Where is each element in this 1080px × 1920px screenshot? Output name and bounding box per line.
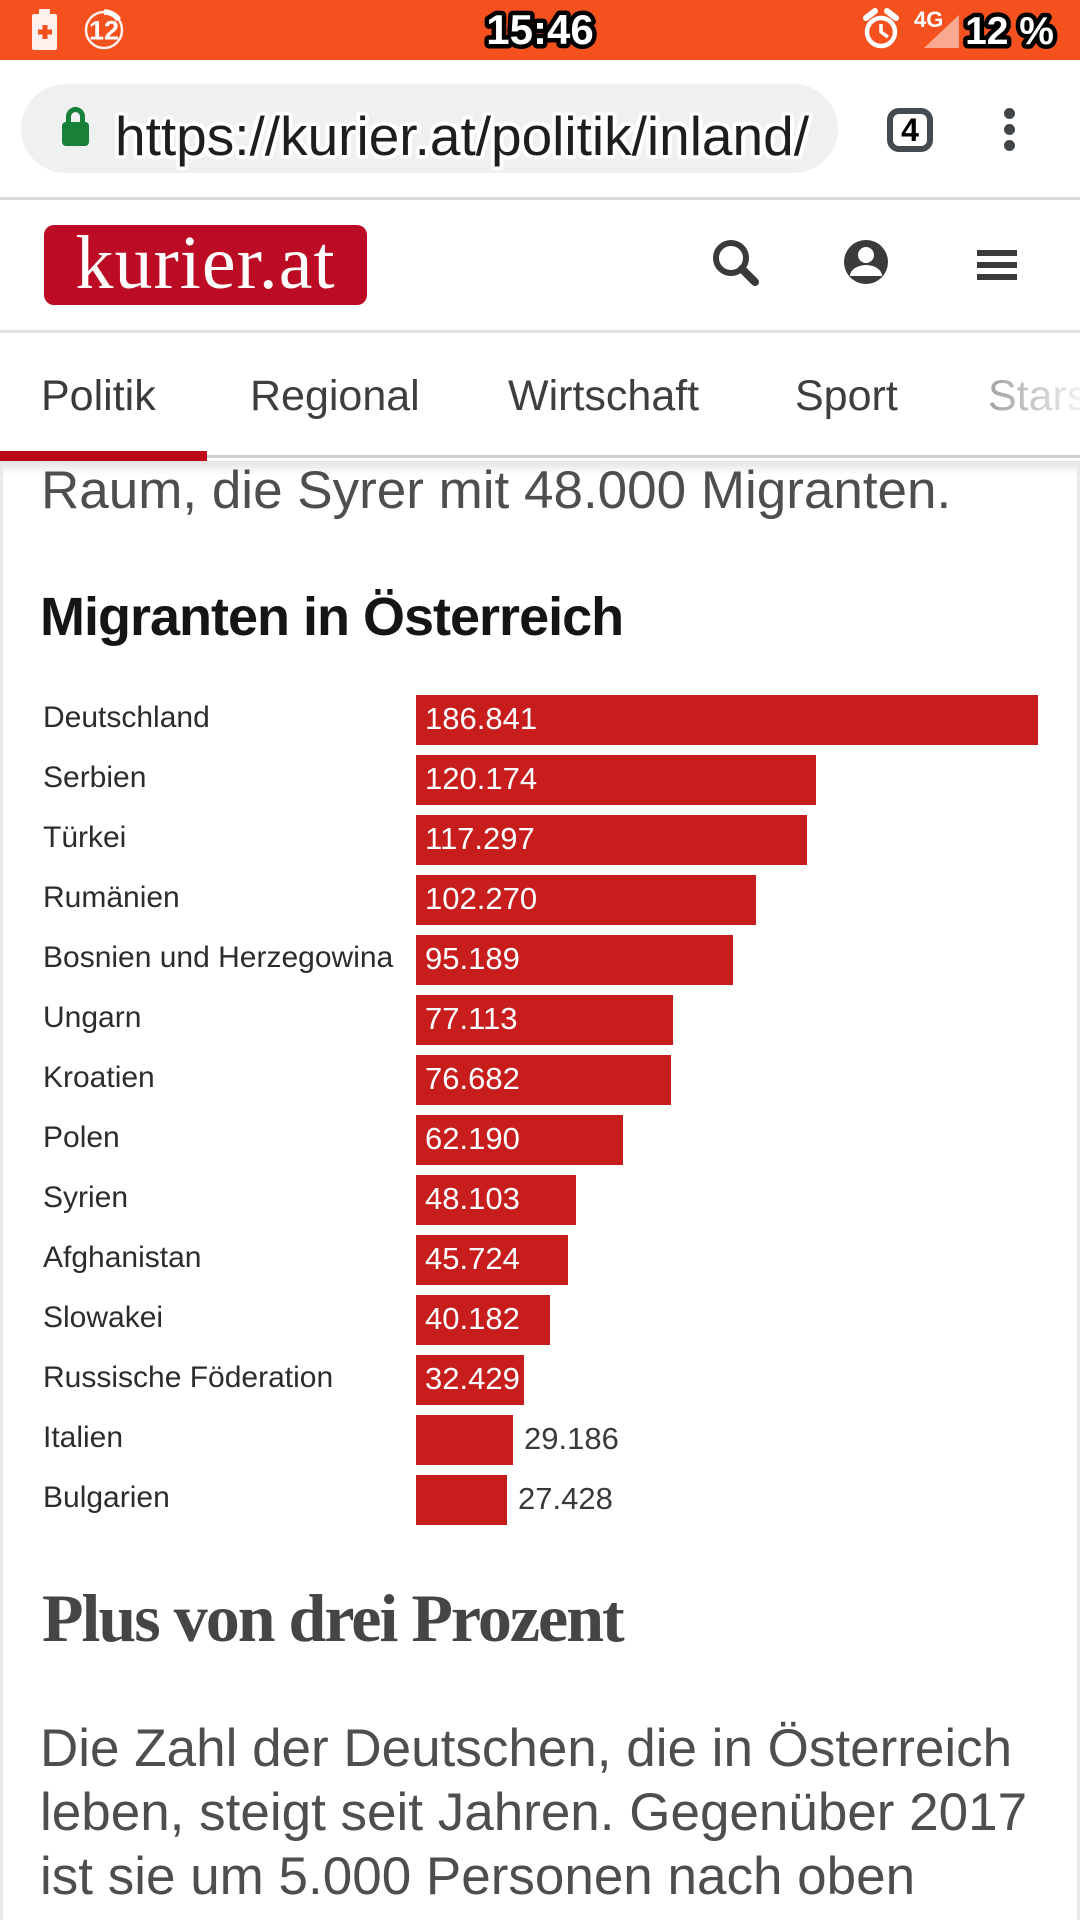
svg-text:12 %: 12 %: [965, 10, 1054, 53]
svg-text:12: 12: [89, 16, 119, 46]
svg-text:15:46: 15:46: [486, 6, 593, 53]
svg-text:4G: 4G: [914, 7, 943, 32]
